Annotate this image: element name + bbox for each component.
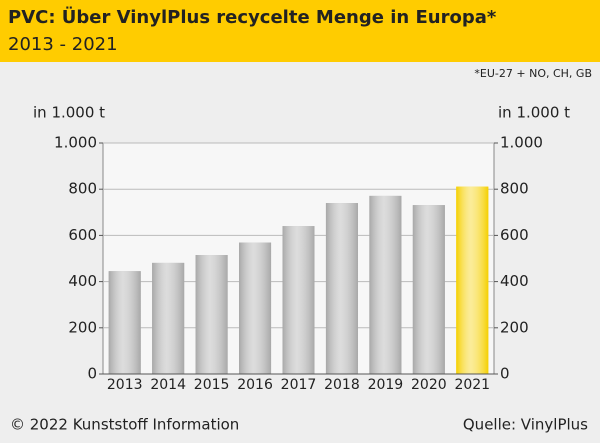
bar [239,242,272,374]
y-tick-label: 800 [68,180,97,198]
y2-tick-label: 200 [500,318,529,336]
bar [108,271,141,374]
x-tick-label: 2015 [194,377,230,393]
x-tick-label: 2018 [324,377,360,393]
source: Quelle: VinylPlus [463,416,588,434]
x-tick-label: 2021 [454,377,490,393]
bar [325,203,358,374]
bar [195,255,228,374]
y-tick-label: 1.000 [54,134,97,152]
chart-subtitle: 2013 - 2021 [8,34,118,55]
header-band [0,0,600,62]
bar [152,262,185,374]
y2-axis-label: in 1.000 t [498,104,570,122]
bar [456,186,489,374]
y-axis-label: in 1.000 t [33,104,105,122]
bar [369,195,402,374]
note: *EU-27 + NO, CH, GB [474,67,592,80]
x-tick-label: 2020 [411,377,447,393]
x-tick-label: 2014 [150,377,186,393]
y-tick-label: 200 [68,318,97,336]
copyright: © 2022 Kunststoff Information [10,416,239,434]
x-tick-label: 2013 [107,377,143,393]
bar [282,226,315,374]
y-tick-label: 600 [68,226,97,244]
y2-tick-label: 400 [500,272,529,290]
bar [412,205,445,374]
chart-title: PVC: Über VinylPlus recycelte Menge in E… [8,6,497,28]
y-tick-label: 0 [87,365,97,383]
y-tick-label: 400 [68,272,97,290]
y2-tick-label: 0 [500,365,510,383]
x-tick-label: 2019 [368,377,404,393]
y2-tick-label: 800 [500,180,529,198]
y2-tick-label: 600 [500,226,529,244]
x-tick-label: 2016 [237,377,273,393]
y2-tick-label: 1.000 [500,134,543,152]
x-tick-label: 2017 [281,377,317,393]
